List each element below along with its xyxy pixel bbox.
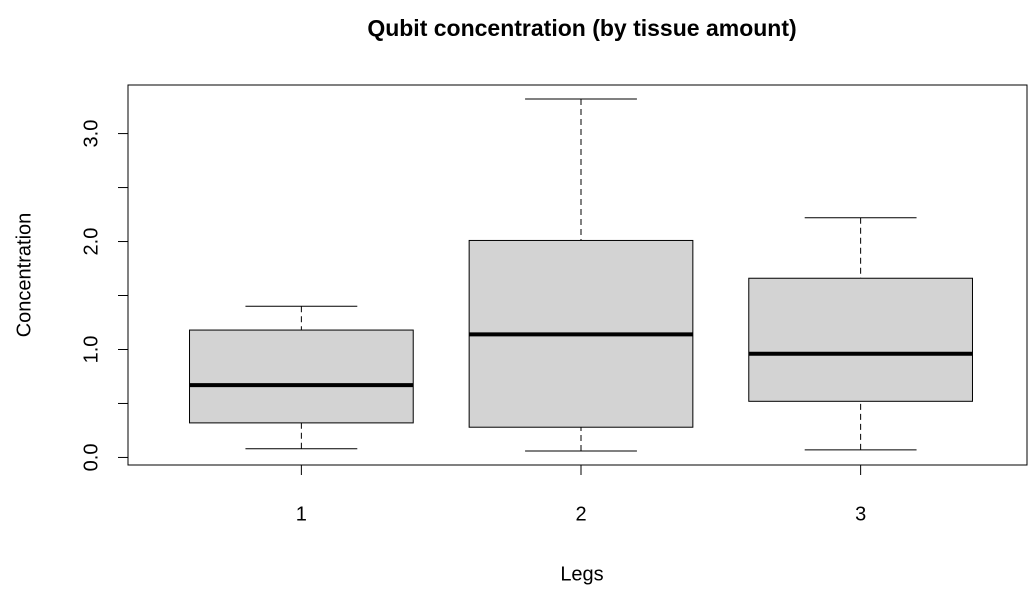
y-tick-label: 0.0 (80, 444, 102, 472)
y-tick-label: 3.0 (80, 120, 102, 148)
x-tick-label: 3 (855, 503, 866, 525)
box (748, 277, 973, 402)
plot-frame (127, 84, 1028, 466)
box (189, 329, 414, 424)
x-tick-label: 2 (575, 503, 586, 525)
y-axis-label: Concentration (13, 213, 35, 338)
y-tick-label: 1.0 (80, 336, 102, 364)
y-tick-label: 2.0 (80, 228, 102, 256)
x-tick-label: 1 (296, 503, 307, 525)
chart-title: Qubit concentration (by tissue amount) (367, 15, 796, 41)
x-axis-label: Legs (560, 563, 603, 585)
